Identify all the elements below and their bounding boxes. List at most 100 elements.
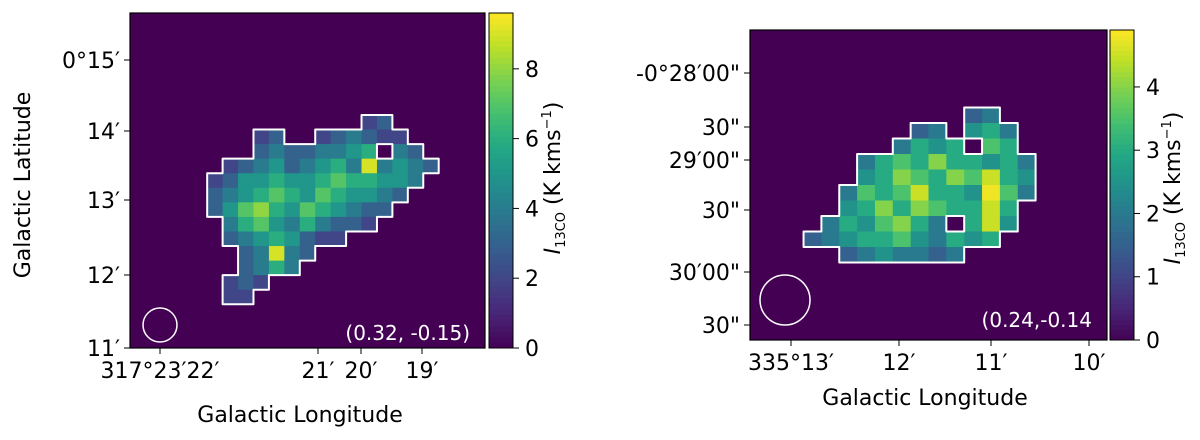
map-pixel [392, 158, 409, 174]
map-pixel [268, 246, 285, 262]
map-pixel [268, 202, 285, 218]
map-pixel [874, 231, 894, 248]
y-tick-label: -0°28′00" [636, 62, 740, 87]
map-pixel [361, 114, 378, 130]
map-pixel [928, 231, 947, 248]
map-pixel [315, 216, 332, 232]
map-pixel [238, 260, 254, 276]
x-axis-label: Galactic Longitude [197, 403, 402, 428]
colorbar-step [489, 269, 513, 276]
colorbar-step [489, 308, 513, 315]
map-pixel [392, 173, 409, 189]
map-pixel [238, 275, 254, 291]
colorbar-step [489, 320, 513, 327]
axes-frame [749, 29, 1108, 341]
colorbar-step [1110, 71, 1134, 77]
map-pixel [821, 216, 840, 232]
colorbar-step [1110, 45, 1134, 52]
colorbar-step [489, 96, 513, 103]
colorbar-label-subscript: 13CO [554, 212, 569, 248]
colorbar-step [1110, 288, 1134, 294]
colorbar-step [489, 336, 513, 343]
map-pixel [1017, 154, 1036, 170]
colorbar-step [489, 40, 513, 47]
map-pixel [222, 275, 239, 291]
colorbar-step [1110, 329, 1134, 336]
map-pixel [874, 247, 894, 263]
map-pixel [268, 158, 285, 174]
map-pixel [857, 200, 876, 217]
colorbar-step [489, 141, 513, 148]
map-pixel [299, 173, 316, 189]
y-axis-label: Galactic Latitude [11, 92, 36, 279]
colorbar-step [1110, 50, 1134, 57]
colorbar-label-close: ) [1161, 112, 1186, 121]
map-pixel [207, 202, 223, 218]
y-tick-label: 11′ [87, 337, 120, 362]
colorbar-step [489, 91, 513, 98]
map-pixel [268, 144, 285, 160]
colorbar-step [1110, 154, 1134, 160]
map-pixel [253, 173, 270, 189]
x-tick-label: 21′ [302, 359, 335, 384]
map-pixel [964, 169, 983, 186]
map-pixel [253, 144, 270, 160]
y-tick-label: 30′00" [669, 261, 740, 286]
map-pixel [982, 138, 1001, 155]
map-pixel [222, 289, 239, 305]
colorbar-step [489, 113, 513, 120]
region-annotation: (0.24,-0.14 [982, 308, 1092, 332]
colorbar-step [489, 247, 513, 254]
map-pixel [346, 216, 362, 232]
map-pixel [910, 185, 929, 201]
map-pixel [238, 231, 254, 247]
colorbar-step [489, 253, 513, 260]
map-pixel [253, 129, 270, 145]
colorbar-step [1110, 92, 1134, 98]
map-pixel [910, 123, 929, 139]
map-pixel [964, 200, 983, 217]
colorbar-step [489, 13, 513, 20]
x-tick-label: 335°13′ [748, 351, 834, 376]
colorbar-step [1110, 117, 1134, 124]
map-pixel [910, 138, 929, 155]
map-pixel [821, 231, 840, 248]
colorbar-step [489, 342, 513, 349]
map-pixel [315, 202, 332, 218]
map-pixel [392, 187, 409, 203]
colorbar-step [489, 230, 513, 237]
colorbar-step [1110, 278, 1134, 284]
colorbar-step [1110, 303, 1134, 310]
map-pixel [928, 169, 947, 186]
colorbar-step [489, 85, 513, 92]
map-pixel [222, 173, 239, 189]
colorbar-step [489, 18, 513, 25]
colorbar-step [1110, 221, 1134, 227]
colorbar-step [489, 107, 513, 114]
map-pixel [376, 202, 393, 218]
map-pixel [253, 158, 270, 174]
colorbar-frame [1109, 29, 1135, 341]
y-tick-label: 0°15′ [62, 49, 120, 74]
map-pixel [299, 158, 316, 174]
map-pixel [330, 202, 347, 218]
map-pixel [392, 144, 409, 160]
x-tick-label: 10′ [1073, 351, 1106, 376]
colorbar-step [489, 292, 513, 299]
map-pixel [892, 200, 912, 217]
map-pixel [268, 231, 285, 247]
colorbar-step [489, 186, 513, 193]
colorbar-step [1110, 128, 1134, 134]
colorbar-step [489, 68, 513, 75]
map-pixel [999, 138, 1019, 155]
map-pixel [346, 187, 362, 203]
colorbar-step [489, 314, 513, 321]
colorbar-tick-label: 6 [525, 128, 539, 153]
colorbar-label: I13CO (K kms−1) [540, 102, 569, 255]
map-pixel [839, 216, 858, 232]
colorbar-step [489, 241, 513, 248]
colorbar-step [1110, 309, 1134, 315]
colorbar-step [1110, 102, 1134, 108]
colorbar-label: I13CO (K kms−1) [1160, 112, 1189, 265]
colorbar-step [1110, 123, 1134, 129]
